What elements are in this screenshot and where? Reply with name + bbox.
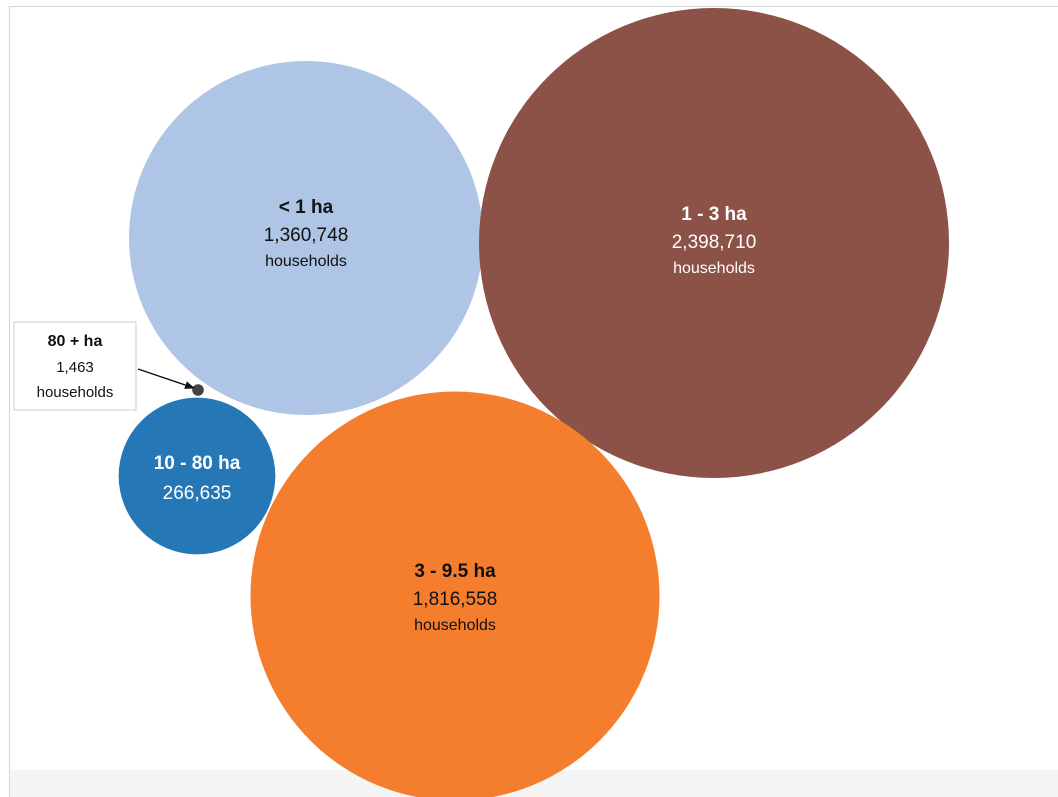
bubble-80-plus-ha[interactable] [192, 384, 204, 396]
category-label-1-3-ha: 1 - 3 ha [681, 204, 747, 225]
callout-value-label-80-plus-ha: 1,463 [56, 359, 94, 376]
bubble-10-80-ha[interactable] [118, 397, 276, 555]
unit-label-lt-1-ha: households [265, 253, 347, 270]
category-label-3-9-5-ha: 3 - 9.5 ha [414, 561, 496, 582]
bubble-labels-layer: < 1 ha 1,360,748 households 1 - 3 ha 2,398,7… [154, 197, 757, 634]
bubble-3-9-5-ha[interactable] [250, 391, 660, 797]
unit-label-1-3-ha: households [673, 260, 755, 277]
unit-label-3-9-5-ha: households [414, 617, 496, 634]
bubbles-layer [118, 8, 949, 797]
value-label-1-3-ha: 2,398,710 [672, 232, 757, 253]
value-label-lt-1-ha: 1,360,748 [264, 225, 349, 246]
category-label-10-80-ha: 10 - 80 ha [154, 453, 241, 474]
category-label-lt-1-ha: < 1 ha [279, 197, 334, 218]
bubble-lt-1-ha[interactable] [129, 61, 483, 415]
callout-box-80-plus-ha [13, 321, 137, 411]
value-label-3-9-5-ha: 1,816,558 [413, 589, 498, 610]
callout-category-label-80-plus-ha: 80 + ha [48, 333, 103, 350]
callout-layer: 80 + ha 1,463 households [13, 321, 195, 411]
callout-unit-label-80-plus-ha: households [37, 384, 114, 401]
value-label-10-80-ha: 266,635 [163, 483, 232, 504]
callout-arrow-80-plus-ha [137, 368, 195, 389]
bubble-1-3-ha[interactable] [479, 8, 949, 478]
